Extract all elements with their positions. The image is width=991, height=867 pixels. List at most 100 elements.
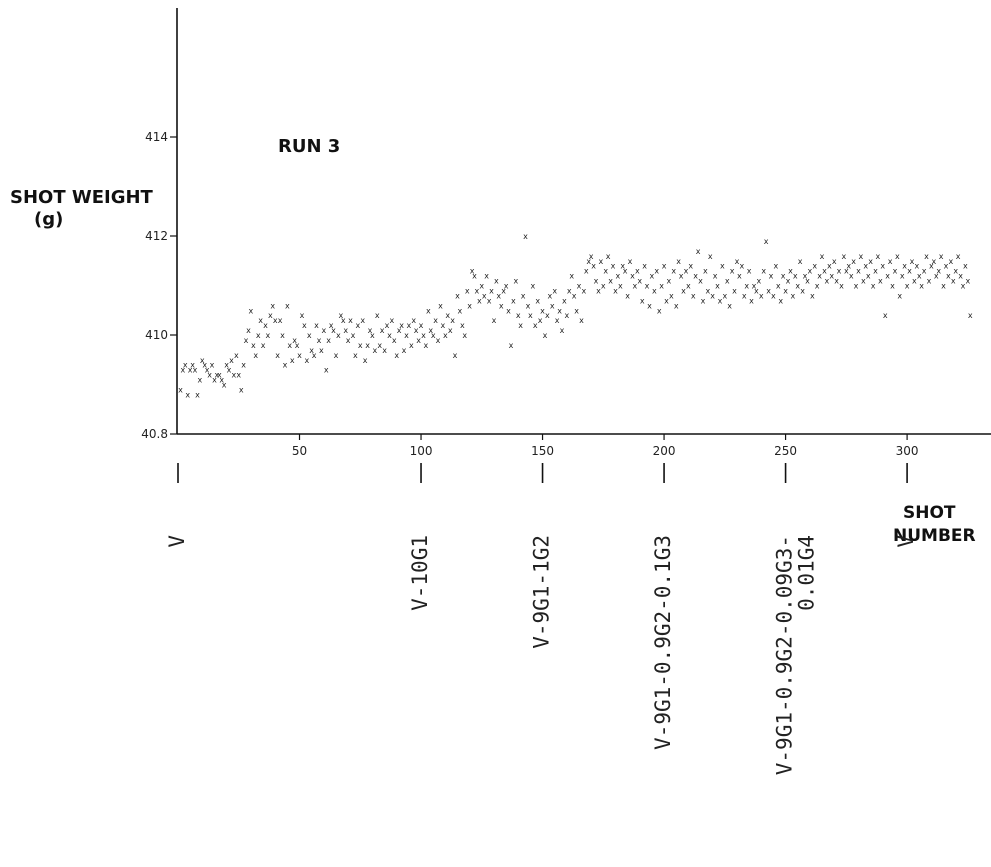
data-point: x bbox=[667, 277, 672, 286]
data-point: x bbox=[411, 316, 416, 325]
data-point: x bbox=[586, 257, 591, 266]
data-point: x bbox=[803, 272, 808, 281]
data-point: x bbox=[489, 286, 494, 295]
data-point: x bbox=[540, 306, 545, 315]
data-point: x bbox=[742, 291, 747, 300]
data-point: x bbox=[652, 286, 657, 295]
x-tick-label: 200 bbox=[653, 444, 676, 458]
data-point: x bbox=[426, 306, 431, 315]
data-point: x bbox=[341, 316, 346, 325]
data-point: x bbox=[669, 291, 674, 300]
data-point: x bbox=[708, 252, 713, 261]
data-point: x bbox=[795, 282, 800, 291]
data-point: x bbox=[278, 316, 283, 325]
grade-label: V-9G1-0.9G2-0.1G3 bbox=[651, 535, 675, 750]
data-point: x bbox=[897, 291, 902, 300]
data-point: x bbox=[900, 272, 905, 281]
data-point: x bbox=[761, 267, 766, 276]
data-point: x bbox=[968, 311, 973, 320]
data-point: x bbox=[441, 321, 446, 330]
data-point: x bbox=[579, 316, 584, 325]
data-point: x bbox=[355, 321, 360, 330]
data-point: x bbox=[419, 321, 424, 330]
data-point: x bbox=[773, 262, 778, 271]
chart-title: RUN 3 bbox=[278, 136, 340, 157]
data-point: x bbox=[859, 252, 864, 261]
data-point: x bbox=[372, 346, 377, 355]
data-point: x bbox=[273, 316, 278, 325]
data-point: x bbox=[552, 286, 557, 295]
data-point: x bbox=[229, 356, 234, 365]
data-point: x bbox=[438, 301, 443, 310]
data-point: x bbox=[295, 341, 300, 350]
data-point: x bbox=[270, 301, 275, 310]
data-point: x bbox=[657, 306, 662, 315]
data-point: x bbox=[244, 336, 249, 345]
data-point: x bbox=[844, 267, 849, 276]
data-point: x bbox=[681, 286, 686, 295]
y-axis-label-line1: SHOT WEIGHT bbox=[10, 187, 154, 208]
data-point: x bbox=[266, 331, 271, 340]
data-point: x bbox=[825, 277, 830, 286]
data-point: x bbox=[309, 346, 314, 355]
y-tick-label: 412 bbox=[145, 229, 168, 243]
data-point: x bbox=[511, 296, 516, 305]
data-point: x bbox=[193, 366, 198, 375]
data-point: x bbox=[450, 316, 455, 325]
data-point: x bbox=[718, 296, 723, 305]
data-point: x bbox=[256, 331, 261, 340]
data-point: x bbox=[766, 286, 771, 295]
data-point: x bbox=[477, 296, 482, 305]
data-point: x bbox=[832, 257, 837, 266]
data-points: xxxxxxxxxxxxxxxxxxxxxxxxxxxxxxxxxxxxxxxx… bbox=[178, 232, 973, 399]
data-point: x bbox=[261, 341, 266, 350]
data-point: x bbox=[601, 282, 606, 291]
data-point: x bbox=[224, 361, 229, 370]
y-ticks: 40.8 410 412 414 bbox=[141, 130, 177, 441]
y-axis-label-line2: (g) bbox=[34, 209, 63, 230]
data-point: x bbox=[936, 267, 941, 276]
data-point: x bbox=[557, 306, 562, 315]
data-point: x bbox=[530, 282, 535, 291]
data-point: x bbox=[868, 257, 873, 266]
data-point: x bbox=[472, 272, 477, 281]
data-point: x bbox=[394, 351, 399, 360]
data-point: x bbox=[416, 336, 421, 345]
data-point: x bbox=[360, 316, 365, 325]
data-point: x bbox=[691, 291, 696, 300]
data-point: x bbox=[963, 262, 968, 271]
data-point: x bbox=[528, 311, 533, 320]
data-point: x bbox=[382, 346, 387, 355]
data-point: x bbox=[917, 272, 922, 281]
data-point: x bbox=[591, 262, 596, 271]
data-point: x bbox=[934, 272, 939, 281]
data-point: x bbox=[914, 262, 919, 271]
data-point: x bbox=[659, 282, 664, 291]
data-point: x bbox=[846, 262, 851, 271]
data-point: x bbox=[871, 282, 876, 291]
data-point: x bbox=[759, 291, 764, 300]
data-point: x bbox=[679, 272, 684, 281]
data-point: x bbox=[599, 257, 604, 266]
data-point: x bbox=[283, 361, 288, 370]
data-point: x bbox=[526, 301, 531, 310]
data-point: x bbox=[198, 376, 203, 385]
data-point: x bbox=[722, 291, 727, 300]
x-tick-label: 50 bbox=[292, 444, 307, 458]
grade-label: V-10G1 bbox=[408, 535, 432, 611]
data-point: x bbox=[377, 341, 382, 350]
data-point: x bbox=[854, 282, 859, 291]
data-point: x bbox=[180, 366, 185, 375]
data-point: x bbox=[523, 232, 528, 241]
data-point: x bbox=[837, 267, 842, 276]
data-point: x bbox=[701, 296, 706, 305]
data-point: x bbox=[710, 291, 715, 300]
data-point: x bbox=[241, 361, 246, 370]
data-point: x bbox=[227, 366, 232, 375]
data-point: x bbox=[842, 252, 847, 261]
data-point: x bbox=[827, 262, 832, 271]
grade-label: V bbox=[165, 535, 189, 548]
data-point: x bbox=[720, 262, 725, 271]
data-point: x bbox=[919, 282, 924, 291]
data-point: x bbox=[538, 316, 543, 325]
